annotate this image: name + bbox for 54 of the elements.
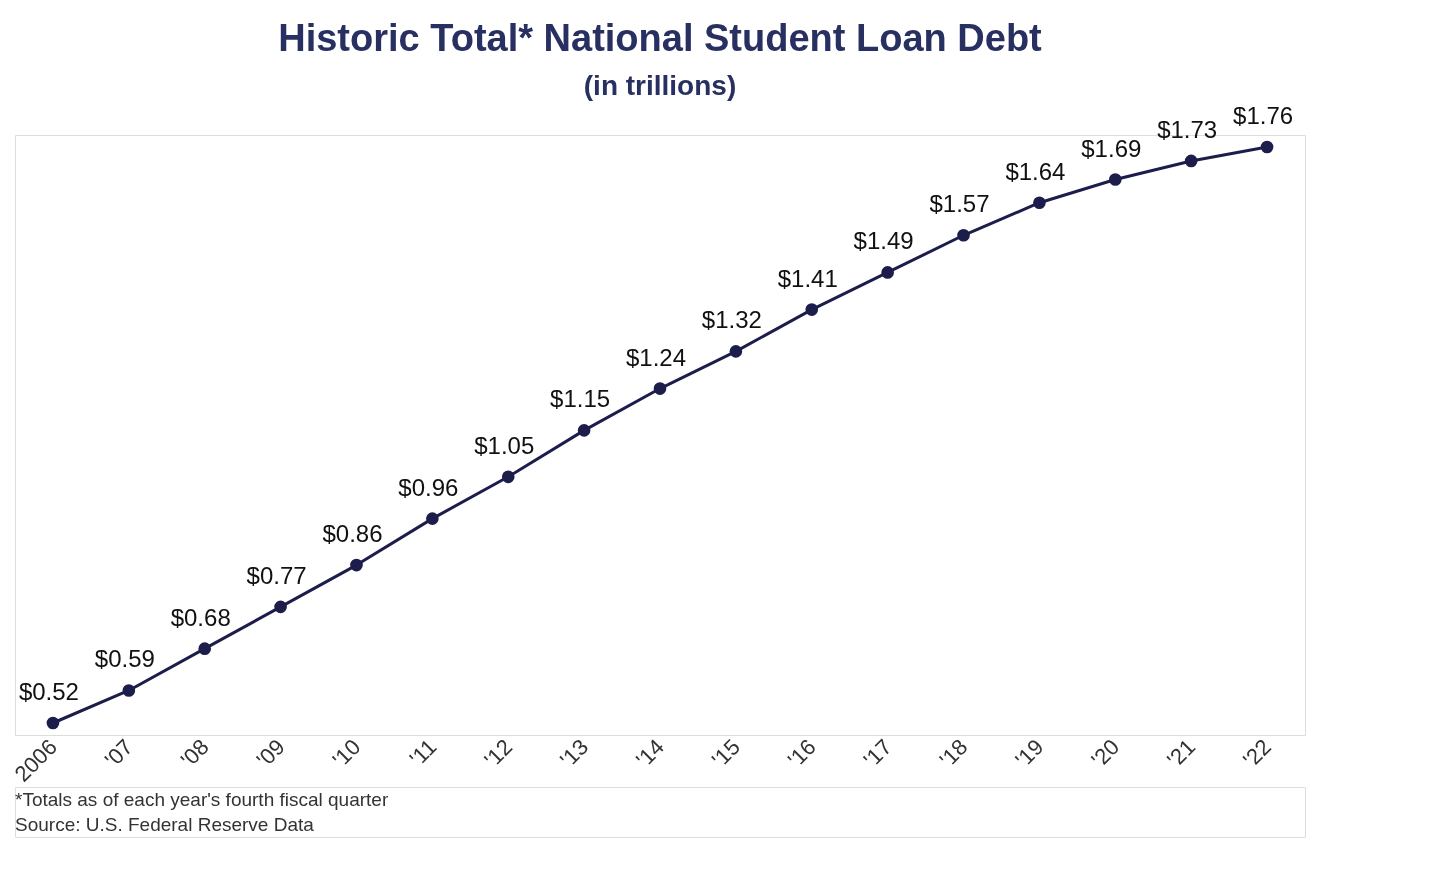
point bbox=[46, 716, 60, 730]
data-label: $1.32 bbox=[701, 306, 762, 334]
chart-subtitle: (in trillions) bbox=[583, 70, 737, 101]
x-tick-label: '19 bbox=[1010, 734, 1049, 773]
point bbox=[501, 470, 515, 484]
point bbox=[881, 266, 894, 279]
x-tick-label: '11 bbox=[404, 734, 442, 772]
data-label: $1.24 bbox=[625, 343, 687, 371]
point bbox=[1184, 154, 1198, 168]
data-label: $0.68 bbox=[170, 603, 231, 631]
x-tick-label: '20 bbox=[1086, 734, 1125, 773]
data-label: $0.77 bbox=[246, 561, 307, 589]
data-label: $1.64 bbox=[1005, 157, 1066, 185]
point bbox=[122, 684, 136, 697]
point bbox=[1108, 173, 1122, 186]
x-tick-label: '08 bbox=[175, 734, 214, 773]
x-tick-label: '18 bbox=[934, 734, 973, 773]
point bbox=[957, 228, 970, 242]
point bbox=[1260, 140, 1274, 154]
point bbox=[577, 424, 591, 437]
x-tick-label: '13 bbox=[555, 734, 594, 773]
data-label: $1.73 bbox=[1157, 115, 1218, 143]
source-note: Source: U.S. Federal Reserve Data bbox=[15, 813, 315, 835]
x-tick-label: '15 bbox=[706, 734, 745, 773]
x-tick-label: '10 bbox=[327, 734, 366, 773]
x-tick-label: '12 bbox=[479, 734, 518, 773]
data-label: $0.86 bbox=[322, 520, 383, 548]
chart-title: Historic Total* National Student Loan Debt bbox=[278, 17, 1043, 59]
data-label: $1.05 bbox=[474, 431, 535, 459]
data-label: $0.96 bbox=[398, 473, 459, 501]
x-tick-label: '09 bbox=[251, 734, 290, 773]
data-label: $1.57 bbox=[929, 190, 990, 218]
point bbox=[729, 345, 743, 358]
x-tick-label: '16 bbox=[782, 734, 821, 773]
point bbox=[805, 303, 819, 316]
x-tick-label: '07 bbox=[99, 734, 138, 773]
x-tick-label: '22 bbox=[1238, 734, 1277, 773]
data-label: $1.15 bbox=[550, 385, 611, 413]
point bbox=[350, 558, 363, 572]
point bbox=[1033, 196, 1046, 210]
data-label: $1.69 bbox=[1081, 134, 1142, 162]
point bbox=[653, 382, 667, 395]
data-label: $1.41 bbox=[777, 264, 838, 292]
data-label: $1.49 bbox=[853, 227, 914, 255]
data-label: $0.52 bbox=[18, 678, 79, 705]
data-label: $0.59 bbox=[94, 645, 155, 673]
x-tick-label: '14 bbox=[631, 734, 669, 773]
point bbox=[426, 512, 439, 525]
data-label: $1.76 bbox=[1233, 102, 1294, 129]
x-tick-label: '21 bbox=[1162, 734, 1201, 773]
x-tick-label: '17 bbox=[858, 734, 897, 773]
point bbox=[274, 600, 287, 614]
text: *Totals as of each year's fourth fiscal quarter bbox=[15, 788, 389, 810]
point bbox=[198, 642, 212, 655]
